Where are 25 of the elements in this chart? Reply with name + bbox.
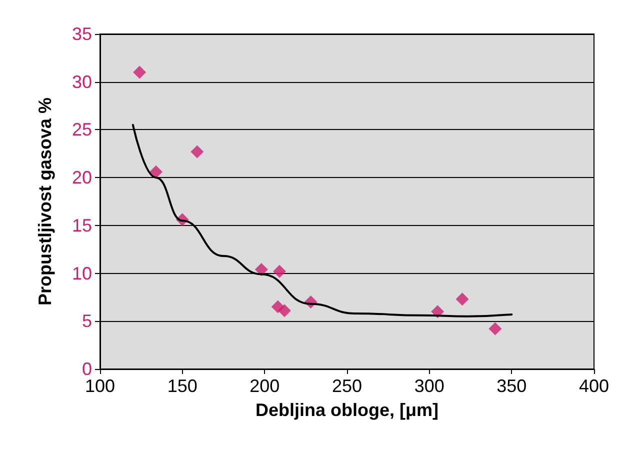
y-tick-label: 0 (82, 359, 92, 379)
x-tick-label: 350 (496, 376, 527, 396)
x-tick-label: 150 (167, 376, 198, 396)
point (488, 322, 502, 336)
point (272, 264, 286, 278)
point (456, 292, 469, 306)
y-tick-label: 15 (72, 215, 92, 236)
point (190, 145, 204, 158)
y-tick-label: 25 (72, 120, 92, 140)
x-axis-title: Debljina obloge, [μm] (255, 400, 439, 420)
y-tick-label: 35 (72, 24, 92, 44)
point (133, 66, 146, 79)
point (254, 262, 268, 276)
x-tick-label: 300 (414, 376, 444, 396)
x-tick-label: 400 (578, 376, 610, 396)
point (149, 165, 162, 178)
y-axis-title: Propustljivost gasova % (35, 97, 55, 306)
y-tick-label: 10 (72, 263, 92, 284)
x-tick-label: 200 (250, 376, 280, 396)
x-tick-label: 100 (84, 376, 116, 396)
point (278, 304, 291, 318)
y-tick-label: 5 (82, 311, 92, 332)
y-tick-label: 20 (72, 168, 92, 188)
x-tick-label: 250 (332, 376, 362, 396)
y-tick-label: 30 (72, 72, 92, 92)
